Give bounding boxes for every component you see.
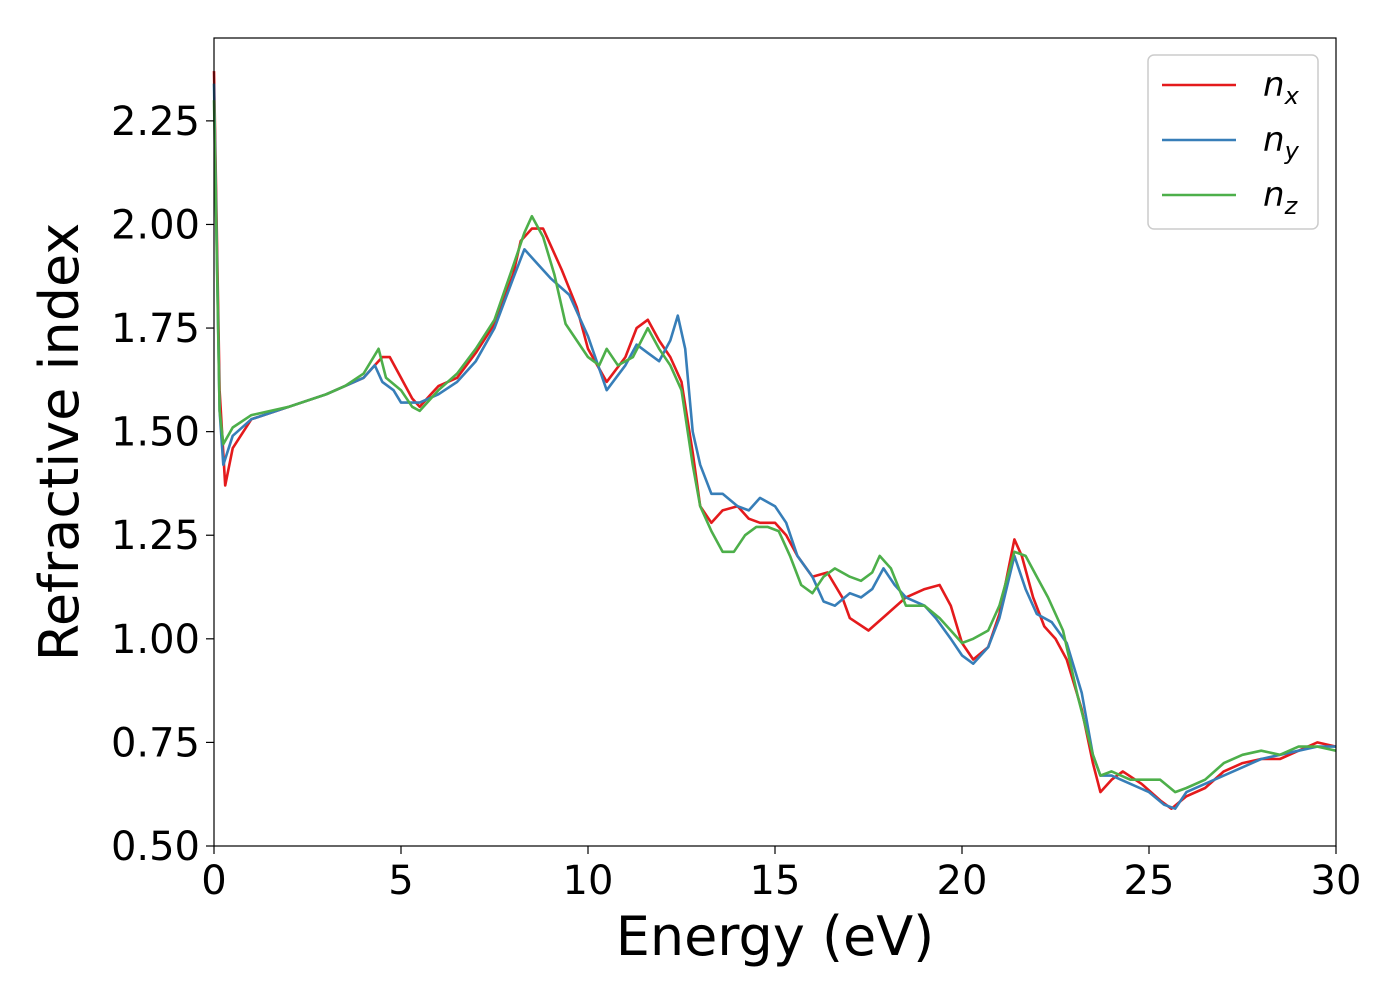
y-axis-ticks: 0.50 0.75 1.00 1.25 1.50 1.75 2.00 2.25 [111, 99, 214, 870]
legend-label-base: n [1263, 120, 1285, 160]
y-tick-label: 1.00 [111, 617, 200, 663]
y-tick-label: 1.50 [111, 410, 200, 456]
y-tick-label: 1.75 [111, 306, 200, 352]
legend-box [1147, 54, 1319, 230]
y-tick-label: 1.25 [111, 513, 200, 559]
legend-label-base: n [1263, 65, 1285, 105]
y-axis-title: Refractive index [28, 223, 91, 662]
legend-label-subscript: y [1284, 137, 1300, 165]
x-tick-label: 5 [388, 858, 413, 904]
series-line-n-z [212, 100, 1337, 794]
x-tick-label: 10 [563, 858, 614, 904]
x-tick-label: 20 [937, 858, 988, 904]
legend-label-n-y: ny [1263, 120, 1300, 165]
legend-label-subscript: x [1284, 82, 1300, 110]
y-tick-label: 2.25 [111, 99, 200, 145]
x-tick-label: 25 [1124, 858, 1175, 904]
series-line-n-y [212, 83, 1336, 810]
legend-label-n-x: nx [1263, 65, 1300, 110]
y-tick-label: 0.75 [111, 720, 200, 766]
legend-label-base: n [1263, 175, 1285, 215]
x-axis-ticks: 0 5 10 15 20 25 30 [201, 846, 1361, 904]
legend-label-subscript: z [1284, 192, 1299, 220]
x-axis-title: Energy (eV) [616, 905, 935, 968]
x-tick-label: 15 [750, 858, 801, 904]
x-tick-label: 0 [201, 858, 226, 904]
legend-label-n-z: nz [1263, 175, 1299, 220]
series-layer [212, 71, 1337, 810]
y-tick-label: 2.00 [111, 202, 200, 248]
y-tick-label: 0.50 [111, 824, 200, 870]
x-tick-label: 30 [1311, 858, 1362, 904]
